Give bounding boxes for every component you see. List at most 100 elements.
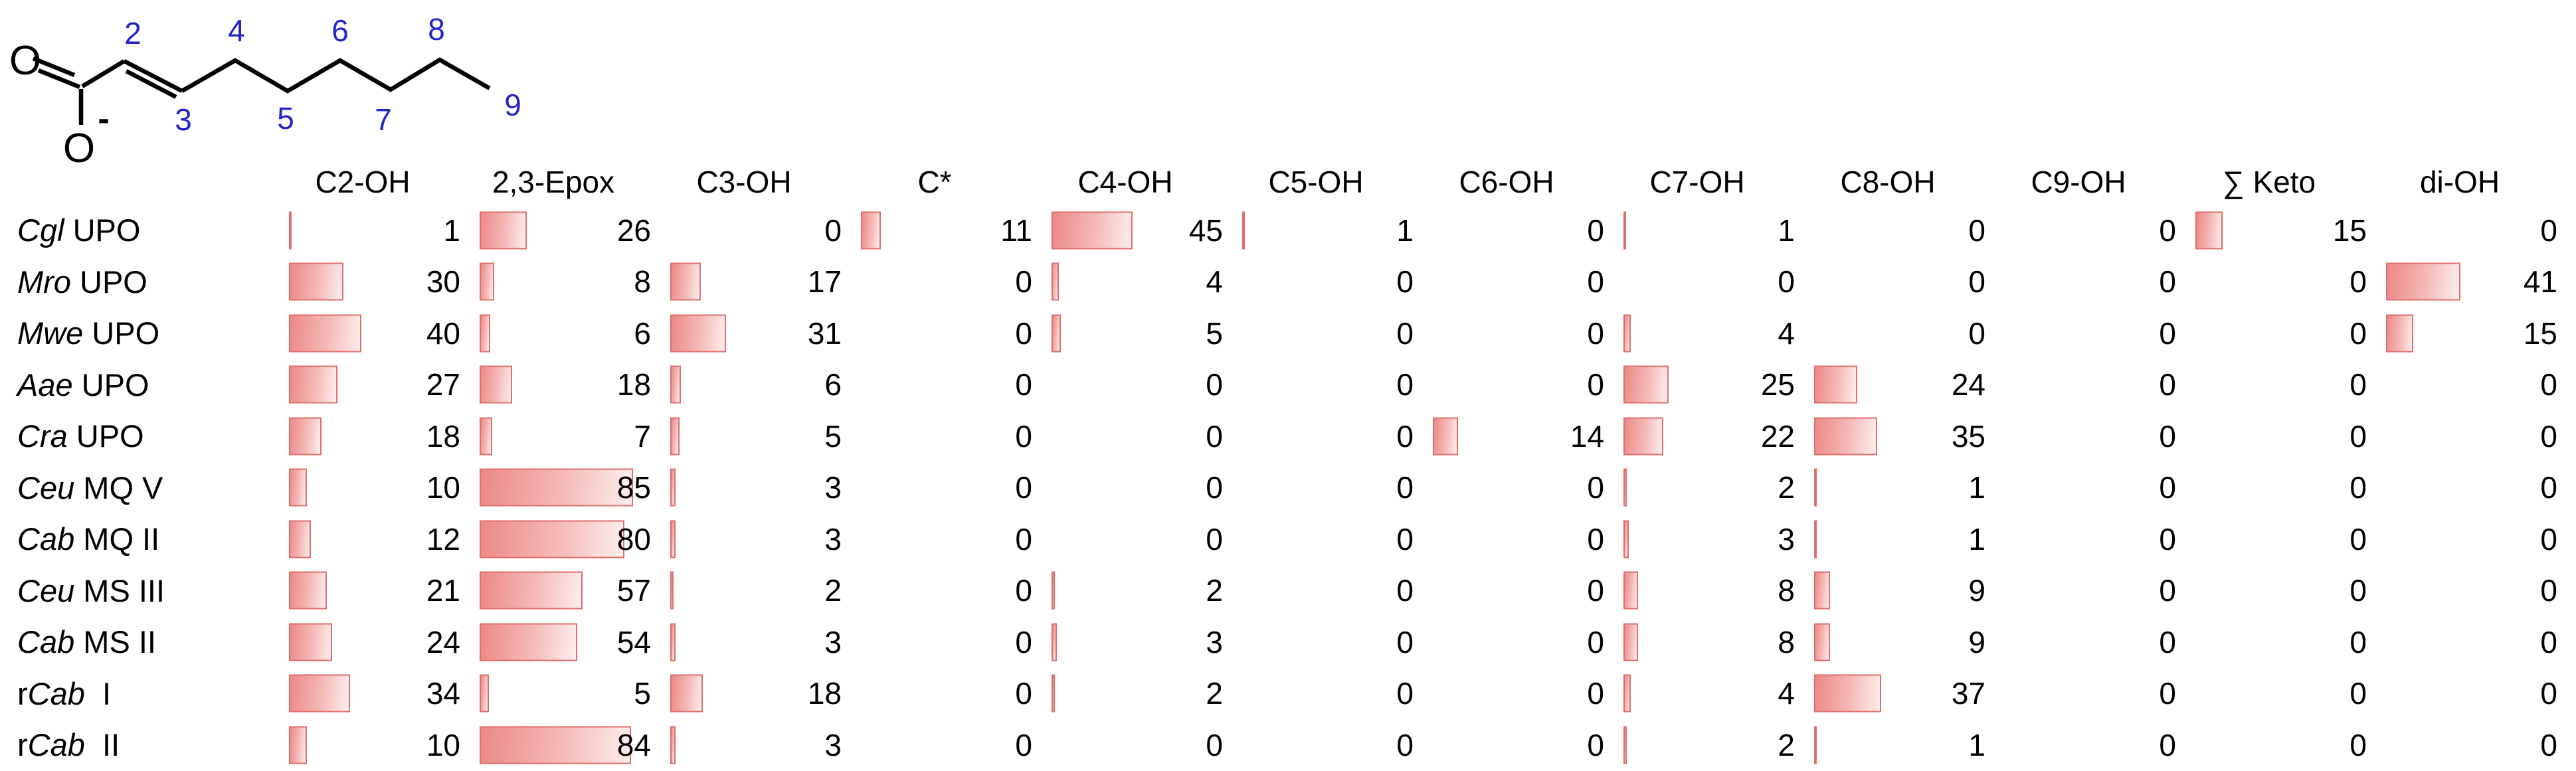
value-number: 0	[2540, 727, 2557, 762]
value-cell: 0	[1048, 462, 1239, 514]
value-number: 10	[426, 470, 460, 505]
value-number: 0	[2159, 367, 2176, 402]
value-number: 0	[2159, 264, 2176, 300]
row-label-genus: Cab	[17, 521, 75, 557]
value-cell: 0	[858, 616, 1048, 668]
table-row: Cab MQ II 12 80 3 0 0 0 0 3 1 0 0 0	[0, 513, 2573, 565]
header-row: C2-OH 2,3-Epox C3-OH C* C4-OH C5-OH C6-OH C7-OH…	[0, 159, 2573, 205]
value-cell: 9	[1811, 565, 2001, 617]
value-cell: 0	[1048, 359, 1239, 411]
value-number: 9	[1968, 624, 1985, 659]
value-cell: 0	[1429, 307, 1620, 359]
value-bar	[1814, 623, 1830, 661]
value-bar	[1052, 211, 1133, 250]
value-number: 0	[1396, 264, 1414, 300]
value-number: 24	[1951, 367, 1985, 402]
value-number: 0	[1396, 624, 1414, 659]
value-bar	[1814, 674, 1881, 713]
column-header: ∑ Keto	[2222, 165, 2316, 199]
value-number: 17	[807, 264, 842, 300]
value-cell: 0	[1239, 410, 1429, 462]
value-cell: 3	[667, 513, 858, 565]
value-number: 2	[824, 573, 842, 608]
value-cell: 37	[1811, 668, 2001, 720]
value-bar	[480, 726, 631, 764]
carbon-label-5: 5	[277, 101, 294, 135]
value-number: 24	[426, 624, 460, 659]
value-bar	[1242, 211, 1245, 250]
value-cell: 0	[2192, 410, 2383, 462]
value-cell: 6	[476, 307, 667, 359]
value-cell: 21	[286, 565, 476, 617]
value-number: 10	[426, 727, 460, 762]
row-label: rCab II	[0, 727, 286, 763]
value-number: 0	[1015, 264, 1032, 300]
row-label: Mro UPO	[0, 264, 286, 300]
value-cell: 2	[1620, 462, 1811, 514]
value-cell: 11	[858, 205, 1048, 256]
value-number: 0	[2159, 470, 2176, 505]
value-number: 4	[1778, 315, 1795, 351]
value-number: 26	[616, 213, 651, 248]
value-cell: 57	[476, 565, 667, 617]
value-number: 0	[2349, 676, 2367, 711]
value-cell: 10	[286, 719, 476, 771]
value-bar	[1052, 623, 1057, 661]
value-cell: 0	[2383, 205, 2573, 256]
value-number: 0	[2540, 521, 2557, 557]
row-label: Cab MS II	[0, 624, 286, 660]
value-number: 0	[2540, 624, 2557, 659]
value-cell: 85	[476, 462, 667, 514]
value-cell: 26	[476, 205, 667, 256]
value-bar	[1814, 520, 1817, 558]
value-number: 1	[1968, 470, 1985, 505]
value-cell: 0	[1239, 616, 1429, 668]
value-cell: 0	[1239, 256, 1429, 308]
value-number: 5	[634, 676, 651, 711]
value-bar	[670, 417, 680, 456]
table-row: rCab I 34 5 18 0 2 0 0 4 37 0 0 0	[0, 668, 2573, 720]
value-bar	[289, 365, 337, 404]
value-bar	[1814, 468, 1817, 507]
value-cell: 54	[476, 616, 667, 668]
value-number: 14	[1570, 418, 1604, 454]
value-cell: 0	[1811, 307, 2001, 359]
value-number: 7	[634, 418, 651, 454]
column-header: di-OH	[2419, 165, 2500, 199]
value-bar	[289, 468, 307, 507]
value-bar	[289, 571, 327, 610]
value-number: 3	[824, 624, 842, 659]
value-number: 1	[1778, 213, 1795, 248]
value-number: 41	[2523, 264, 2557, 300]
value-bar	[289, 520, 311, 558]
value-cell: 0	[2192, 668, 2383, 720]
value-number: 3	[824, 470, 842, 505]
row-label-genus: Cra	[17, 418, 68, 454]
value-number: 0	[1015, 315, 1032, 351]
value-cell: 2	[667, 565, 858, 617]
value-bar	[289, 623, 332, 661]
value-cell: 0	[858, 359, 1048, 411]
value-cell: 8	[1620, 565, 1811, 617]
value-bar	[1814, 365, 1857, 404]
value-bar	[1623, 314, 1631, 353]
value-cell: 0	[1429, 565, 1620, 617]
value-cell: 0	[2383, 359, 2573, 411]
value-cell: 0	[2001, 410, 2192, 462]
column-header: C3-OH	[696, 165, 792, 199]
value-bar	[289, 211, 292, 250]
value-number: 0	[1396, 367, 1414, 402]
carbon-label-6: 6	[331, 13, 349, 48]
value-cell: 0	[2001, 668, 2192, 720]
row-label-suffix: MQ V	[74, 470, 163, 505]
value-cell: 22	[1620, 410, 1811, 462]
value-number: 0	[1206, 521, 1223, 557]
value-cell: 1	[1811, 513, 2001, 565]
row-label: Cab MQ II	[0, 521, 286, 557]
value-bar	[670, 314, 726, 353]
table-row: Mro UPO 30 8 17 0 4 0 0 0 0 0 0 41	[0, 256, 2573, 308]
value-number: 1	[1396, 213, 1414, 248]
value-number: 54	[616, 624, 651, 659]
row-label-genus: Cab	[27, 675, 85, 711]
value-cell: 0	[1429, 616, 1620, 668]
